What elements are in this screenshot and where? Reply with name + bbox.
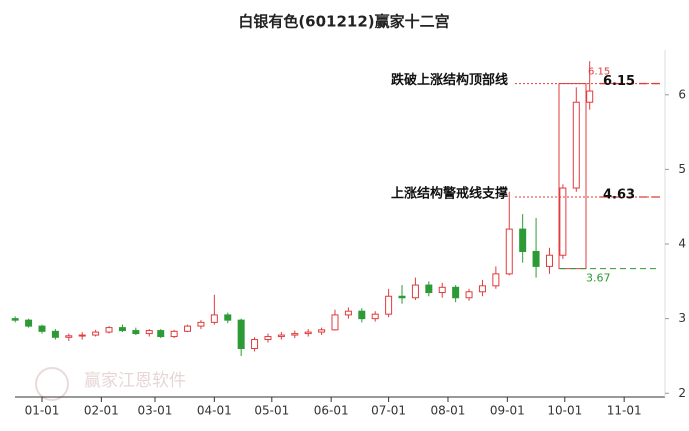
chart-title: 白银有色(601212)赢家十二宫 xyxy=(238,13,449,31)
y-tick-label: 5 xyxy=(678,162,686,176)
x-tick-label: 02-01 xyxy=(84,404,119,418)
x-tick-label: 05-01 xyxy=(254,404,289,418)
x-tick-label: 10-01 xyxy=(547,404,582,418)
candle-body xyxy=(331,314,339,331)
candle-body xyxy=(277,334,285,338)
candle-body xyxy=(118,327,126,332)
candle-body xyxy=(251,339,259,349)
candle-body xyxy=(505,228,513,275)
y-tick-label: 6 xyxy=(678,87,686,101)
candle-body xyxy=(291,333,299,336)
candle-body xyxy=(132,330,140,335)
candle-body xyxy=(78,334,86,337)
level-label: 跌破上涨结构顶部线 xyxy=(391,72,508,88)
candle-body xyxy=(25,319,33,327)
candle-body xyxy=(411,284,419,299)
candle-body xyxy=(197,321,205,327)
candle-body xyxy=(38,325,46,332)
candle-body xyxy=(425,284,433,294)
candle-body xyxy=(304,331,312,335)
candle-body xyxy=(237,319,245,349)
x-tick-label: 03-01 xyxy=(138,404,173,418)
candle-body xyxy=(492,273,500,287)
candle-body xyxy=(398,295,406,299)
candle-body xyxy=(92,331,100,336)
x-tick-label: 09-01 xyxy=(490,404,525,418)
level-label: 上涨结构警戒线支撑 xyxy=(391,186,508,202)
candle-body xyxy=(545,254,553,267)
candle-body xyxy=(358,310,366,320)
x-tick-label: 01-01 xyxy=(25,404,60,418)
candle-body xyxy=(478,285,486,293)
x-tick-label: 11-01 xyxy=(607,404,642,418)
candle-body xyxy=(572,101,580,189)
y-tick-label: 3 xyxy=(678,311,686,325)
candle-body xyxy=(170,330,178,338)
top-value: 6.15 xyxy=(588,67,610,78)
candle-body xyxy=(318,329,326,333)
x-tick-label: 04-01 xyxy=(197,404,232,418)
candle-body xyxy=(51,330,59,338)
candle-body xyxy=(105,327,113,333)
candle-body xyxy=(11,318,19,321)
candle-body xyxy=(65,335,73,338)
level-value: 3.67 xyxy=(586,272,611,285)
candle-body xyxy=(224,314,232,321)
candle-body xyxy=(452,286,460,299)
candle-body xyxy=(210,314,218,323)
candle-body xyxy=(344,310,352,316)
candle-body xyxy=(145,330,153,335)
level-value: 6.15 xyxy=(603,74,635,89)
candle-body xyxy=(519,228,527,252)
y-tick-label: 4 xyxy=(678,237,686,251)
x-tick-label: 06-01 xyxy=(314,404,349,418)
level-value: 4.63 xyxy=(603,188,635,203)
candle-body xyxy=(465,291,473,299)
candle-body xyxy=(371,313,379,320)
candle-body xyxy=(385,295,393,315)
y-tick-label: 2 xyxy=(678,386,686,400)
watermark: 赢家江恩软件 xyxy=(84,371,186,391)
x-tick-label: 07-01 xyxy=(371,404,406,418)
candle-body xyxy=(532,250,540,267)
candle-body xyxy=(184,325,192,332)
candle-body xyxy=(438,286,446,294)
candle-body xyxy=(559,187,567,256)
watermark-logo xyxy=(35,367,69,401)
x-tick-label: 08-01 xyxy=(431,404,466,418)
candle-body xyxy=(157,330,165,338)
candle-body xyxy=(586,90,594,103)
candle-body xyxy=(264,336,272,341)
